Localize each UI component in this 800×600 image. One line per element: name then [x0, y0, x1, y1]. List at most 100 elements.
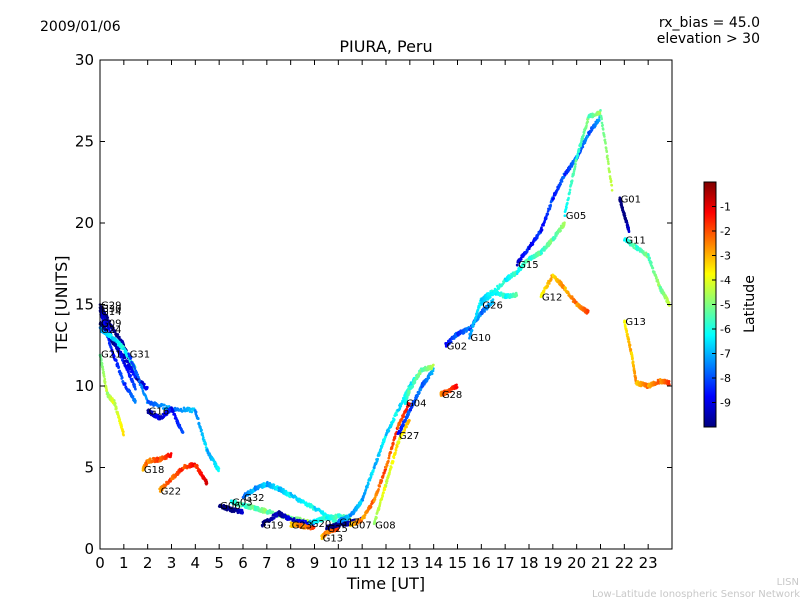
data-point [477, 306, 481, 309]
satellite-track [98, 326, 137, 373]
data-point [261, 511, 265, 514]
data-point [476, 308, 480, 312]
data-point [416, 394, 419, 398]
data-point [377, 488, 380, 491]
data-marks [98, 109, 671, 541]
data-point [240, 509, 244, 512]
data-point [546, 284, 550, 288]
data-point [631, 357, 634, 360]
data-point [651, 266, 655, 270]
data-point [182, 406, 186, 410]
data-point [304, 501, 308, 505]
data-point [568, 167, 572, 171]
data-point [363, 516, 366, 520]
data-point [143, 382, 146, 386]
data-point [604, 146, 608, 150]
data-point [559, 229, 562, 232]
data-point [382, 491, 385, 494]
satellite-label: G19 [263, 521, 283, 532]
data-point [377, 507, 381, 511]
data-point [560, 180, 564, 183]
data-point [373, 498, 377, 501]
satellite-label: G23 [292, 521, 312, 532]
satellite-track [349, 402, 411, 528]
data-point [655, 276, 658, 279]
satellite-label: G04 [406, 398, 426, 409]
data-point [408, 390, 411, 394]
data-point [586, 120, 589, 123]
data-point [115, 407, 118, 410]
data-point [385, 479, 389, 483]
satellite-label: G13 [625, 317, 645, 328]
satellite-label: G31 [130, 349, 150, 360]
data-point [292, 517, 296, 520]
satellite-track [217, 503, 244, 515]
data-point [200, 428, 203, 432]
data-point [380, 479, 384, 482]
data-point [103, 316, 107, 320]
data-point [121, 376, 124, 380]
data-point [647, 253, 650, 257]
data-point [204, 443, 208, 446]
data-point [103, 375, 106, 378]
data-point [101, 365, 104, 369]
data-point [626, 333, 629, 336]
plot-area [100, 60, 672, 549]
data-point [600, 117, 603, 121]
data-point [101, 323, 104, 327]
data-point [124, 382, 127, 385]
data-point [418, 391, 421, 395]
satellite-track [146, 406, 185, 434]
date-label: 2009/01/06 [40, 19, 121, 35]
data-point [430, 372, 434, 376]
satellite-label: G22 [161, 486, 181, 497]
data-point [455, 386, 459, 389]
data-point [599, 109, 602, 112]
satellite-label: G14 [101, 307, 121, 318]
data-point [631, 360, 635, 364]
data-point [385, 464, 389, 467]
data-point [334, 513, 338, 517]
data-point [134, 375, 137, 378]
data-point [165, 457, 168, 460]
data-point [587, 309, 590, 313]
data-point [102, 370, 105, 374]
data-point [263, 523, 266, 526]
data-point [394, 448, 398, 452]
data-point [623, 214, 627, 217]
data-point [271, 510, 275, 514]
data-point [117, 365, 121, 369]
data-point [392, 442, 395, 446]
satellite-track [127, 352, 221, 473]
data-point [552, 196, 555, 200]
data-point [502, 281, 506, 284]
data-point [363, 514, 367, 517]
data-point [136, 373, 139, 377]
data-point [581, 145, 585, 149]
satellite-label: G12 [542, 292, 562, 303]
data-point [598, 112, 602, 115]
data-point [606, 157, 610, 161]
satellite-label: G28 [442, 390, 462, 401]
satellite-label: G17 [339, 517, 359, 528]
data-point [312, 525, 316, 529]
data-point [568, 191, 572, 194]
satellite-label: G11 [625, 235, 645, 246]
data-point [413, 381, 417, 384]
data-point [411, 384, 415, 388]
data-point [126, 360, 129, 364]
satellite-label: G21 [101, 349, 121, 360]
x-tick-label: 0 [95, 554, 105, 572]
data-point [629, 348, 633, 351]
data-point [336, 526, 340, 530]
data-point [395, 413, 399, 417]
data-point [650, 261, 653, 264]
data-point [648, 257, 651, 260]
data-point [375, 516, 378, 519]
data-point [127, 370, 130, 373]
data-point [327, 527, 331, 531]
data-point [169, 452, 173, 455]
data-point [396, 445, 399, 448]
data-point [112, 326, 115, 330]
data-point [373, 466, 376, 470]
